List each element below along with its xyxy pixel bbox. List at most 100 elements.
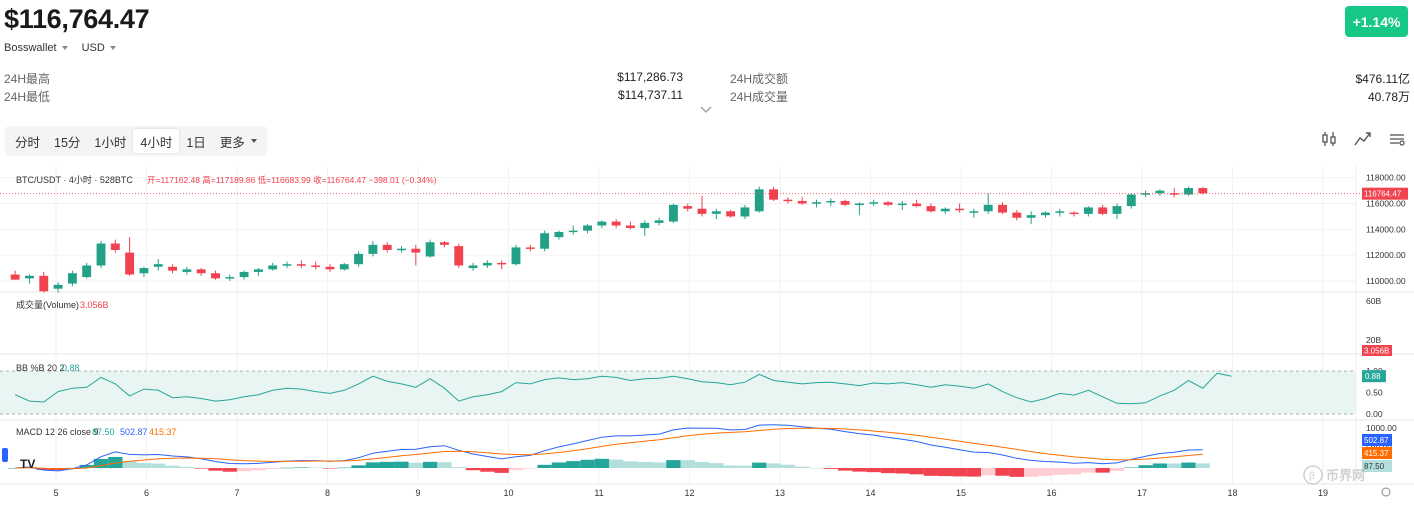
tab-timeline[interactable]: 分时 xyxy=(8,129,47,153)
candle-body xyxy=(597,221,607,226)
candle-body xyxy=(139,268,149,274)
tab-4hour[interactable]: 4小时 xyxy=(133,129,180,153)
x-axis-label: 14 xyxy=(865,488,875,498)
timezone-icon[interactable] xyxy=(1381,487,1391,497)
tab-1hour[interactable]: 1小时 xyxy=(87,129,133,153)
tab-1day[interactable]: 1日 xyxy=(179,129,212,153)
macd-histogram-bar xyxy=(279,467,295,469)
macd-line-value: 502.87 xyxy=(120,427,148,437)
candle-body xyxy=(368,244,378,254)
macd-histogram-bar xyxy=(151,463,166,468)
volume-last-value: 3.056B xyxy=(1364,347,1389,356)
macd-histogram-bar xyxy=(523,468,538,469)
candle-body xyxy=(211,273,220,279)
volume-pane-value: 3.056B xyxy=(80,300,109,310)
macd-histogram-bar xyxy=(294,467,309,468)
macd-histogram-bar xyxy=(795,466,810,468)
candlestick-chart[interactable]: 5 6 7 8 9 10 11 12 13 14 15 16 17 18 19 118000.00 116000… xyxy=(0,166,1414,506)
tab-label: 分时 xyxy=(15,135,41,150)
svg-text:TV: TV xyxy=(20,457,35,471)
macd-signal-line xyxy=(15,427,1203,470)
volume-pane-label: 成交量(Volume) xyxy=(16,299,79,310)
macd-histogram-bar xyxy=(36,468,51,470)
expand-chevron-icon[interactable] xyxy=(700,106,712,114)
candle-body xyxy=(1198,188,1208,194)
currency-selector[interactable]: USD xyxy=(82,42,116,54)
macd-histogram-bar xyxy=(93,458,109,468)
candle-body xyxy=(1041,212,1050,216)
candle-body xyxy=(82,265,92,278)
indicator-icon[interactable] xyxy=(1354,130,1372,148)
price-tick-label: 110000.00 xyxy=(1366,276,1406,286)
candle-body xyxy=(1126,194,1136,207)
stat-low-value: $114,737.11 xyxy=(618,88,683,102)
macd-histogram-bar xyxy=(1181,462,1196,468)
macd-histogram-bar xyxy=(666,460,681,468)
candle-body xyxy=(382,244,392,250)
candle-body xyxy=(1098,207,1108,214)
candle-body xyxy=(511,247,521,265)
candle-body xyxy=(425,242,435,257)
macd-histogram-bar xyxy=(837,468,853,471)
macd-histogram-bar xyxy=(594,458,609,468)
macd-histogram-bar xyxy=(780,464,796,468)
candle-body xyxy=(983,204,993,212)
settings-icon[interactable] xyxy=(1388,130,1406,148)
candle-body xyxy=(1184,188,1193,195)
candle-body xyxy=(1083,207,1093,214)
stat-low-label: 24H最低 xyxy=(4,90,51,104)
candle-body xyxy=(39,275,49,292)
stat-volume-label: 24H成交量 xyxy=(730,90,789,104)
candle-body xyxy=(1026,215,1036,218)
macd-histogram-bar xyxy=(222,468,237,472)
tab-more[interactable]: 更多 xyxy=(213,129,264,153)
x-axis-label: 7 xyxy=(234,488,239,498)
last-price-marker xyxy=(1362,187,1408,200)
current-price: $116,764.47 xyxy=(4,4,150,34)
tab-label: 1小时 xyxy=(94,135,127,150)
macd-histogram-bar xyxy=(465,468,481,471)
candle-body xyxy=(253,269,263,272)
candle-body xyxy=(110,243,120,250)
tab-15min[interactable]: 15分 xyxy=(47,129,87,153)
candle-body xyxy=(554,231,564,238)
macd-histogram-bar xyxy=(623,461,638,468)
macd-histogram-bar xyxy=(1124,467,1139,469)
macd-signal-last-marker xyxy=(1362,447,1392,459)
macd-histogram-bar xyxy=(752,462,767,468)
price-tick-label: 114000.00 xyxy=(1366,224,1406,234)
candle-body xyxy=(525,247,535,249)
macd-histogram-bar xyxy=(208,468,223,471)
macd-histogram-bar xyxy=(938,468,953,477)
macd-histogram-bar xyxy=(895,468,910,474)
macd-histogram-bar xyxy=(65,467,80,469)
macd-histogram-bar xyxy=(122,461,137,468)
bb-band-fill xyxy=(0,371,1356,414)
candle-body xyxy=(268,265,278,270)
macd-histogram-bar xyxy=(866,468,881,473)
bb-last-marker xyxy=(1362,370,1386,383)
macd-histogram-bar xyxy=(1038,468,1053,476)
macd-histogram-bar xyxy=(766,463,781,468)
macd-histogram-bar xyxy=(408,462,423,468)
bb-tick-label: 0.50 xyxy=(1366,388,1383,398)
candle-body xyxy=(125,252,135,275)
macd-histogram-bar xyxy=(981,468,996,476)
source-selector[interactable]: Bosswallet xyxy=(4,42,68,54)
candle-body xyxy=(854,203,864,206)
x-axis-label: 18 xyxy=(1227,488,1237,498)
candle-body xyxy=(1169,193,1179,195)
candle-body xyxy=(840,200,850,205)
candle-body xyxy=(826,200,836,203)
candle-type-icon[interactable] xyxy=(1320,130,1338,148)
x-axis-label: 12 xyxy=(684,488,694,498)
candle-body xyxy=(697,208,707,214)
macd-histogram-bar xyxy=(566,461,581,468)
candle-body xyxy=(711,211,721,214)
x-axis-label: 19 xyxy=(1318,488,1328,498)
macd-histogram-bar xyxy=(194,468,209,469)
macd-histogram-bar xyxy=(136,462,152,468)
bb-last-value: 0.88 xyxy=(1365,372,1381,381)
x-axis-label: 10 xyxy=(503,488,513,498)
macd-hist-last-value: 87.50 xyxy=(1364,462,1385,471)
